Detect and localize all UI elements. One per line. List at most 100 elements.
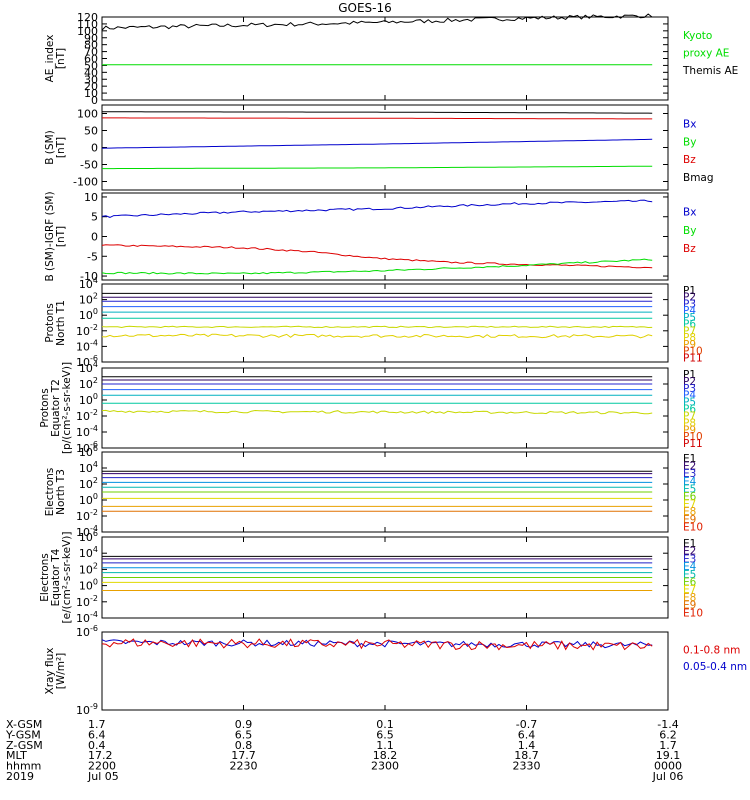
- series-line: [101, 639, 653, 649]
- series-line: [102, 111, 653, 114]
- ephemeris-value: 0.9: [235, 718, 253, 731]
- y-tick-label: 104: [79, 460, 98, 475]
- plot-title: GOES-16: [338, 1, 392, 15]
- ephemeris-value: 1.4: [518, 739, 536, 752]
- legend-entry: P8: [683, 332, 696, 344]
- legend-entry: P4: [683, 390, 696, 402]
- y-tick-label: 106: [79, 444, 98, 459]
- legend-entry: E4: [683, 476, 697, 488]
- y-tick-label: 100: [79, 307, 98, 322]
- ephemeris-value: 0.4: [88, 739, 106, 752]
- y-axis-label: B (SM)-IGRF (SM)[nT]: [44, 191, 67, 281]
- legend-entry: P7: [683, 410, 696, 422]
- panel-xray: 10-9 10-6 Xray flux[W/m²] 0.1-0.8 nm 0.05-0.…: [44, 624, 747, 717]
- legend-entry: Bx: [683, 207, 696, 219]
- y-tick-label: 20: [84, 80, 98, 93]
- legend-entry: P10: [683, 346, 703, 358]
- series-line: [101, 13, 653, 31]
- ephemeris-value: 6.4: [88, 728, 106, 741]
- legend-entry: E3: [683, 468, 696, 480]
- series-line: [101, 409, 653, 415]
- legend-entry: E10: [683, 607, 703, 619]
- y-tick-label: -5: [87, 250, 98, 263]
- ephemeris-value: 0.8: [235, 739, 253, 752]
- panel-bsm: -100 -50 0 50 100 B (SM)[nT] Bx By Bz Bmag: [44, 104, 714, 191]
- y-tick-label: 106: [79, 529, 98, 544]
- panel-frame: [101, 283, 669, 363]
- ephemeris-value: 19.1: [656, 749, 681, 762]
- ephemeris-row-label: 2019: [6, 770, 34, 783]
- ephemeris-value: 17.7: [231, 749, 256, 762]
- ephemeris-row-label: MLT: [6, 749, 27, 762]
- y-tick-label: 110: [77, 18, 98, 31]
- y-tick-label: 102: [79, 476, 98, 491]
- y-tick-label: 104: [79, 276, 98, 291]
- ephemeris-value: 2230: [230, 760, 258, 773]
- ephemeris-value: 2200: [88, 760, 116, 773]
- ephemeris-value: 0.1: [376, 718, 394, 731]
- ephemeris-row-label: Y-GSM: [5, 728, 41, 741]
- y-axis-label: Xray flux[W/m²]: [44, 648, 67, 695]
- y-axis-label: ElectronsNorth T3: [44, 468, 67, 517]
- legend-entry: Bmag: [683, 172, 714, 184]
- ephemeris-value: Jul 05: [87, 770, 119, 783]
- legend-entry: By: [683, 136, 696, 148]
- ephemeris-value: -0.7: [516, 718, 537, 731]
- legend-entry: E5: [683, 569, 696, 581]
- y-tick-label: 10-4: [76, 524, 98, 539]
- ephemeris-value: 0000: [654, 760, 682, 773]
- ephemeris-value: 2300: [371, 760, 399, 773]
- ephemeris-value: 1.1: [376, 739, 394, 752]
- y-tick-label: 0: [91, 94, 98, 107]
- ephemeris-value: 2330: [513, 760, 541, 773]
- legend-entry: E9: [683, 514, 696, 526]
- legend-entry: P3: [683, 383, 696, 395]
- legend-entry: P2: [683, 292, 696, 304]
- ephemeris-value: 6.5: [235, 728, 253, 741]
- y-tick-label: 10-2: [76, 408, 98, 423]
- ephemeris-value: 1.7: [88, 718, 106, 731]
- y-tick-label: 104: [79, 360, 98, 375]
- y-tick-label: 10-2: [76, 594, 98, 609]
- legend-entry: E10: [683, 521, 703, 533]
- y-axis-label: B (SM)[nT]: [44, 130, 67, 164]
- y-tick-label: -50: [80, 159, 98, 172]
- y-tick-label: 100: [77, 108, 98, 121]
- panel-bigrf: -10 -5 0 5 10 B (SM)-IGRF (SM)[nT] Bx By Bz: [44, 191, 696, 283]
- legend-entry: Bz: [683, 154, 696, 166]
- legend-entry: E2: [683, 461, 696, 473]
- legend-entry: Kyoto: [683, 30, 712, 42]
- y-tick-label: 10: [84, 87, 98, 100]
- y-tick-label: 60: [84, 53, 98, 66]
- ephemeris-row-label: Z-GSM: [6, 739, 43, 752]
- y-tick-label: 0: [91, 231, 98, 244]
- y-tick-label: 10-2: [76, 508, 98, 523]
- legend-entry: E4: [683, 561, 697, 573]
- y-tick-label: -10: [80, 270, 98, 283]
- legend-entry: P5: [683, 397, 696, 409]
- legend-entry: By: [683, 225, 696, 237]
- y-tick-label: 10-2: [76, 323, 98, 338]
- legend-entry: P10: [683, 431, 703, 443]
- y-tick-label: 0: [91, 142, 98, 155]
- y-axis-label: ProtonsEquator T2[p/(cm²-s-sr-keV)]: [39, 362, 73, 454]
- legend-entry: 0.1-0.8 nm: [683, 644, 740, 656]
- y-tick-label: 10: [84, 191, 98, 204]
- ephemeris-value: 18.2: [373, 749, 398, 762]
- ephemeris-value: 17.2: [88, 749, 113, 762]
- legend-entry: 0.05-0.4 nm: [683, 661, 747, 673]
- y-tick-label: -100: [73, 176, 98, 189]
- series-line: [101, 199, 653, 218]
- series-line: [102, 117, 653, 120]
- y-tick-label: 120: [77, 11, 98, 24]
- legend-entry: E6: [683, 491, 697, 503]
- y-tick-label: 30: [84, 73, 98, 86]
- series-line: [101, 638, 653, 651]
- y-tick-label: 50: [84, 59, 98, 72]
- y-tick-label: 10-9: [76, 702, 98, 717]
- legend-entry: P6: [683, 404, 696, 416]
- y-tick-label: 10-4: [76, 424, 98, 439]
- y-tick-label: 5: [91, 211, 98, 224]
- y-tick-label: 10-6: [76, 624, 98, 639]
